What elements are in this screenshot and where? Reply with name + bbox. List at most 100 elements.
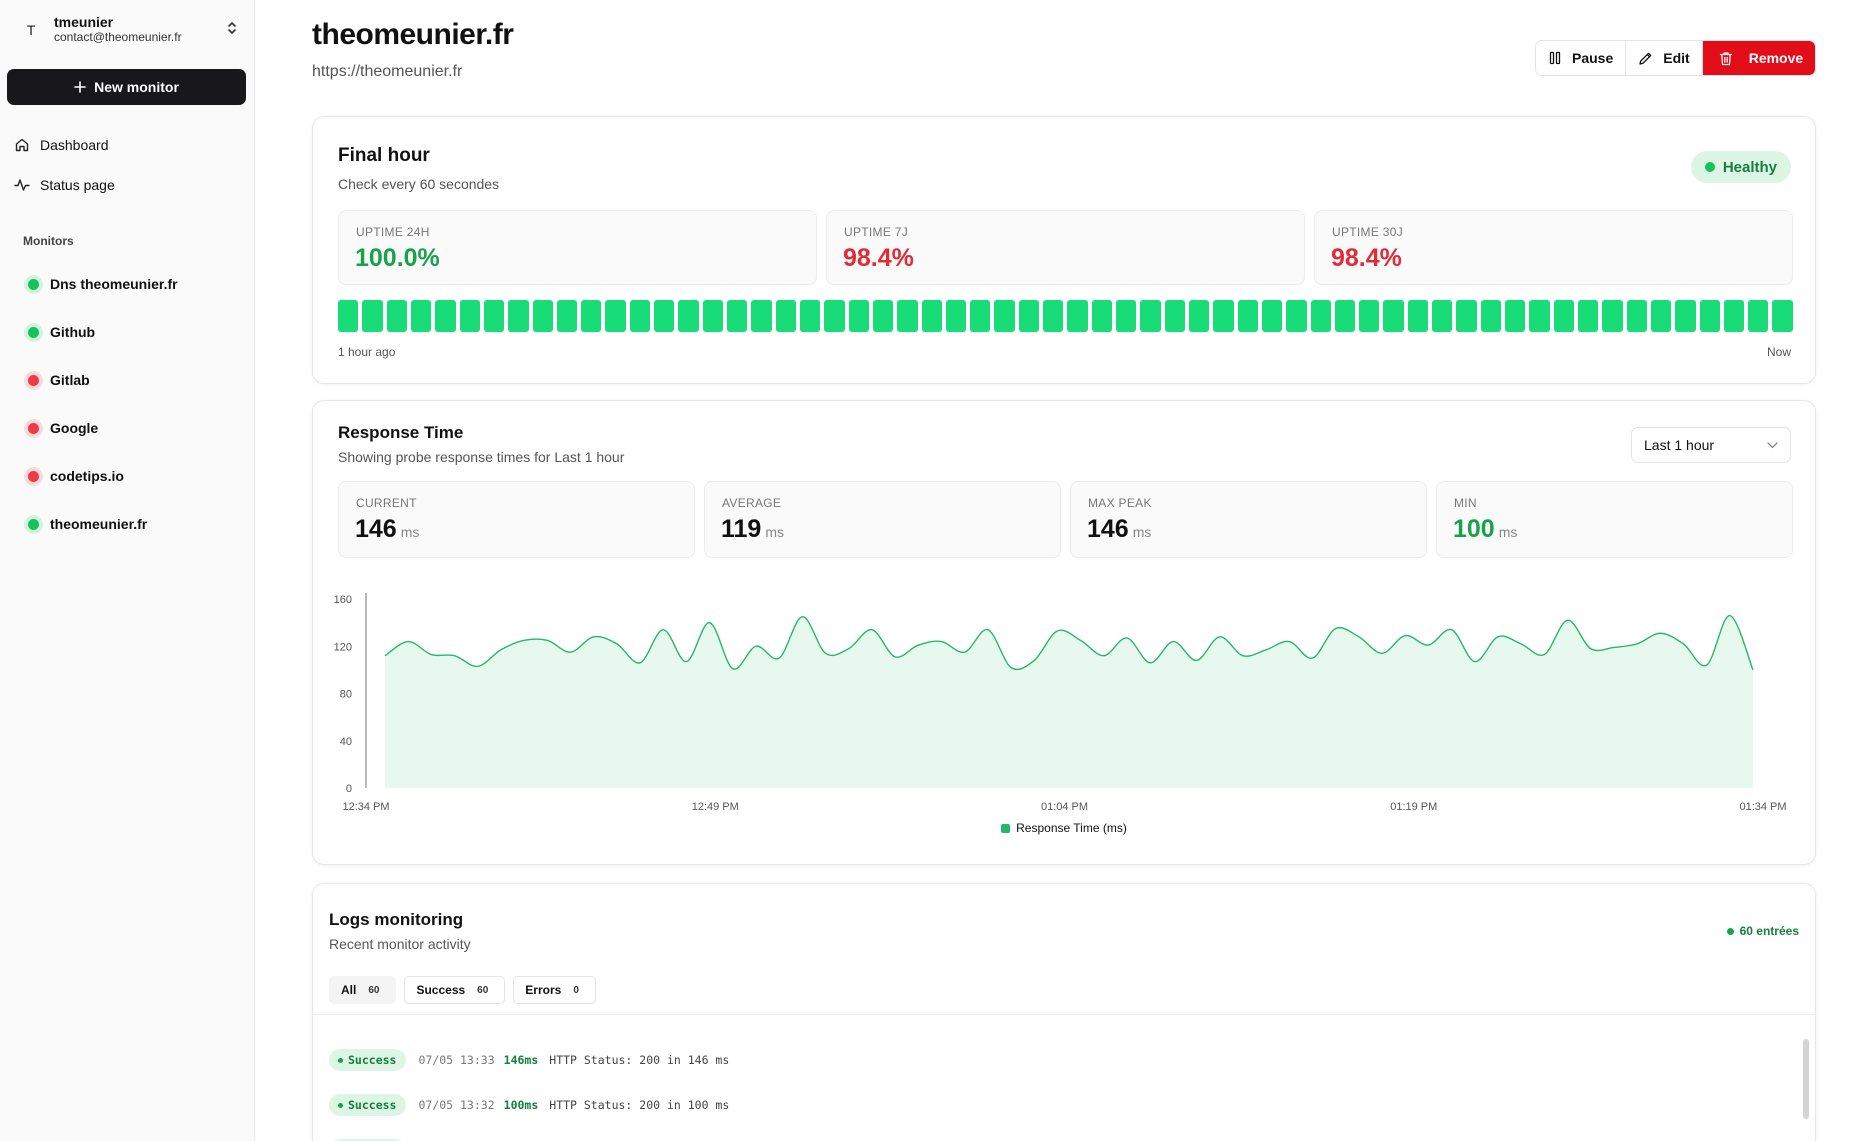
heartbeat-bar[interactable] [775, 300, 796, 332]
stat-label: UPTIME 7J [844, 225, 909, 239]
heartbeat-bar[interactable] [1505, 300, 1526, 332]
heartbeat-bar[interactable] [1067, 300, 1088, 332]
filter-errors[interactable]: Errors 0 [513, 976, 596, 1004]
nav-dashboard[interactable]: Dashboard [14, 132, 109, 158]
heartbeat-bar[interactable] [678, 300, 699, 332]
monitor-item[interactable]: Gitlab [28, 367, 90, 393]
heartbeat-bar[interactable] [556, 300, 578, 332]
heartbeat-bar[interactable] [1577, 300, 1599, 332]
filter-all[interactable]: All 60 [329, 976, 397, 1004]
heartbeat-bar[interactable] [921, 300, 942, 332]
nav-status-page[interactable]: Status page [14, 172, 115, 198]
heartbeat-bar[interactable] [1237, 300, 1258, 332]
heartbeat-bar[interactable] [1602, 300, 1623, 332]
log-duration: 146ms [503, 1053, 539, 1067]
heartbeat-bar[interactable] [1286, 300, 1307, 332]
y-tick-label: 40 [340, 736, 352, 748]
heartbeat-end-label: Now [1766, 345, 1791, 359]
filter-success[interactable]: Success 60 [404, 976, 506, 1004]
log-time: 07/05 13:33 [418, 1053, 495, 1067]
heartbeat-bar[interactable] [459, 300, 480, 332]
heartbeat-bar[interactable] [1480, 300, 1501, 332]
heartbeat-bar[interactable] [1213, 300, 1234, 332]
heartbeat-bar[interactable] [483, 300, 505, 332]
heartbeat-bar[interactable] [435, 300, 456, 332]
heartbeat-bar[interactable] [1334, 300, 1356, 332]
heartbeat-bar[interactable] [1626, 300, 1647, 332]
heartbeat-bar[interactable] [1140, 300, 1161, 332]
heartbeat-bar[interactable] [1553, 300, 1574, 332]
heartbeat-bar[interactable] [1529, 300, 1550, 332]
account-switcher[interactable]: T tmeunier contact@theomeunier.fr [14, 12, 246, 48]
heartbeat-bar[interactable] [751, 300, 772, 332]
trash-icon [1719, 51, 1732, 65]
status-dot [28, 470, 39, 482]
heartbeat-bar[interactable] [1091, 300, 1112, 332]
heartbeat-bar[interactable] [338, 300, 359, 332]
heartbeat-bar[interactable] [1261, 300, 1283, 332]
heartbeat-bar[interactable] [872, 300, 894, 332]
heartbeat-bar[interactable] [1748, 300, 1769, 332]
heartbeat-bar[interactable] [1018, 300, 1040, 332]
heartbeat-bar[interactable] [362, 300, 383, 332]
heartbeat-bar[interactable] [702, 300, 723, 332]
heartbeat-bar[interactable] [1188, 300, 1210, 332]
heartbeat-bar[interactable] [897, 300, 918, 332]
y-tick-label: 0 [346, 783, 352, 795]
stat-value: 119 ms [721, 515, 784, 544]
monitor-item[interactable]: codetips.io [28, 463, 124, 489]
heartbeat-bar[interactable] [970, 300, 991, 332]
status-dot [1726, 927, 1734, 935]
heartbeat-bar[interactable] [1116, 300, 1137, 332]
heartbeat-bar[interactable] [629, 300, 651, 332]
heartbeat-bar[interactable] [1432, 300, 1453, 332]
heartbeat-bar[interactable] [1359, 300, 1380, 332]
chevron-up-down-icon [228, 22, 236, 34]
edit-button[interactable]: Edit [1626, 41, 1703, 75]
filter-count: 60 [477, 984, 489, 996]
monitor-item[interactable]: Dns theomeunier.fr [28, 271, 178, 297]
heartbeat-bar[interactable] [605, 300, 626, 332]
monitor-item[interactable]: Google [28, 415, 98, 441]
heartbeat-bar[interactable] [1650, 300, 1672, 332]
monitor-item[interactable]: Github [28, 319, 95, 345]
heartbeat-bar[interactable] [1407, 300, 1429, 332]
filter-label: Errors [525, 983, 562, 997]
heartbeat-bar[interactable] [1675, 300, 1696, 332]
heartbeat-bar[interactable] [508, 300, 529, 332]
heartbeat-bar[interactable] [824, 300, 845, 332]
plus-icon [74, 81, 86, 93]
heartbeat-bar[interactable] [1772, 300, 1793, 332]
stat-label: AVERAGE [722, 496, 782, 510]
heartbeat-bar[interactable] [1164, 300, 1185, 332]
monitor-item[interactable]: theomeunier.fr [28, 511, 147, 537]
logs-card: Logs monitoring Recent monitor activity … [312, 883, 1816, 1141]
remove-button[interactable]: Remove [1702, 41, 1816, 75]
heartbeat-bar[interactable] [994, 300, 1015, 332]
pause-button[interactable]: Pause [1536, 41, 1627, 75]
new-monitor-button[interactable]: New monitor [7, 69, 246, 105]
heartbeat-bar[interactable] [1699, 300, 1720, 332]
heartbeat-bar[interactable] [1383, 300, 1404, 332]
logs-scrollbar[interactable] [1803, 1039, 1809, 1119]
remove-label: Remove [1748, 50, 1804, 66]
stat-label: UPTIME 30J [1332, 225, 1404, 239]
time-range-select[interactable]: Last 1 hour [1631, 427, 1791, 463]
account-email: contact@theomeunier.fr [54, 30, 182, 44]
stat-value: 98.4% [1331, 244, 1402, 272]
heartbeat-bar[interactable] [532, 300, 553, 332]
heartbeat-bar[interactable] [1723, 300, 1745, 332]
heartbeat-bar[interactable] [848, 300, 869, 332]
heartbeat-bar[interactable] [945, 300, 967, 332]
heartbeat-bar[interactable] [1456, 300, 1477, 332]
heartbeat-bar[interactable] [727, 300, 748, 332]
heartbeat-bar[interactable] [581, 300, 602, 332]
logs-subtitle: Recent monitor activity [329, 936, 471, 952]
log-status-badge: Success [329, 1049, 407, 1071]
heartbeat-bar[interactable] [1043, 300, 1064, 332]
heartbeat-bar[interactable] [386, 300, 407, 332]
heartbeat-bar[interactable] [654, 300, 675, 332]
heartbeat-bar[interactable] [1310, 300, 1331, 332]
heartbeat-bar[interactable] [799, 300, 821, 332]
heartbeat-bar[interactable] [410, 300, 432, 332]
